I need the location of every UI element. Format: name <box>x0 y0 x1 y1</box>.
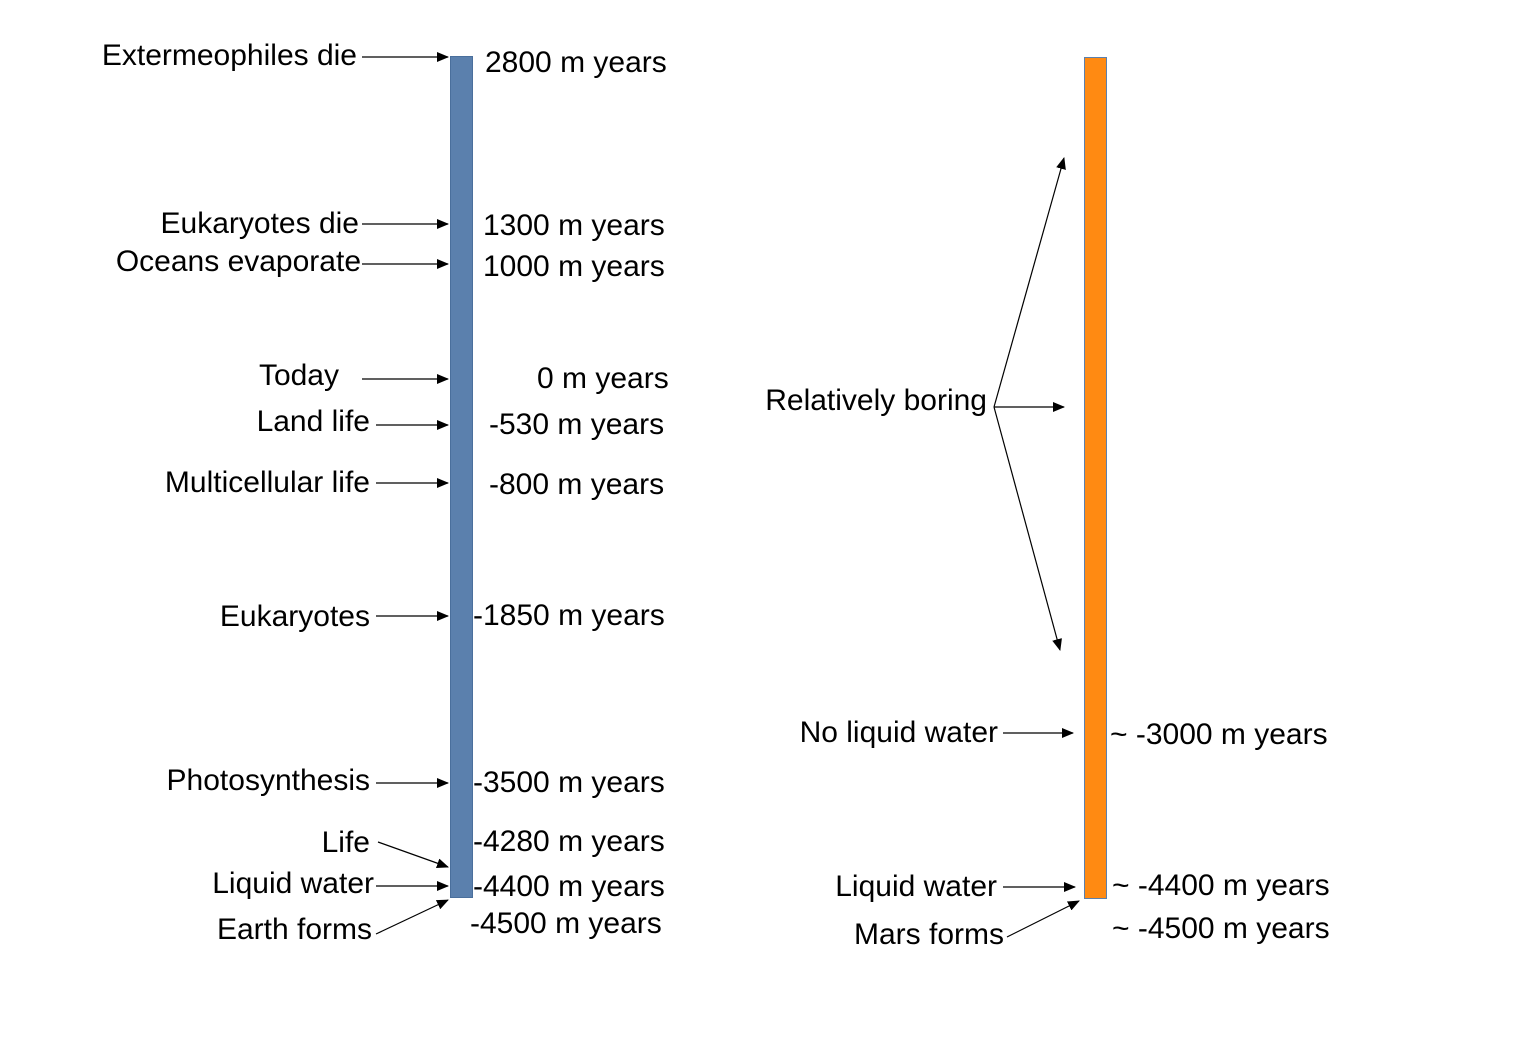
mars-event-label: Mars forms <box>854 918 1004 951</box>
earth-event-label: Earth forms <box>216 913 372 946</box>
earth-event-label: Photosynthesis <box>166 764 370 797</box>
mars-event-label: Liquid water <box>835 870 997 903</box>
earth-event-time: -1850 m years <box>473 599 665 632</box>
earth-event-time: -530 m years <box>489 408 665 441</box>
earth-event-time: 1000 m years <box>483 250 665 283</box>
earth-event-label: Land life <box>256 405 370 438</box>
earth-event-label: Life <box>321 826 370 859</box>
earth-event-label: Today <box>258 359 339 392</box>
arrow-boring-up <box>993 157 1066 408</box>
mars-event-time: ~ -4500 m years <box>1112 912 1330 945</box>
mars-timeline-bar <box>1084 57 1107 899</box>
earth-event-label: Extermeophiles die <box>101 39 357 72</box>
mars-event-time: ~ -4400 m years <box>1112 869 1330 902</box>
earth-event-label: Eukaryotes die <box>160 207 359 240</box>
earth-event-time: 1300 m years <box>483 209 665 242</box>
arrow-earth-forms <box>375 899 449 935</box>
arrow-mars-forms <box>1006 900 1080 938</box>
earth-event-time: -3500 m years <box>473 766 665 799</box>
mars-event-label: No liquid water <box>799 716 998 749</box>
arrow-boring-down <box>993 406 1062 651</box>
relatively-boring-label: Relatively boring <box>765 384 987 417</box>
earth-timeline-bar <box>450 56 473 898</box>
earth-event-time: -800 m years <box>489 468 665 501</box>
earth-event-label: Liquid water <box>212 867 374 900</box>
earth-event-time: 0 m years <box>537 362 669 395</box>
earth-event-label: Oceans evaporate <box>115 245 361 278</box>
earth-event-label: Multicellular life <box>164 466 370 499</box>
earth-event-label: Eukaryotes <box>219 600 370 633</box>
earth-event-time: -4280 m years <box>473 825 665 858</box>
earth-event-time: -4500 m years <box>470 907 662 940</box>
earth-event-time: -4400 m years <box>473 870 665 903</box>
mars-event-time: ~ -3000 m years <box>1110 718 1328 751</box>
earth-event-time: 2800 m years <box>485 46 667 79</box>
arrow-life <box>377 841 449 869</box>
